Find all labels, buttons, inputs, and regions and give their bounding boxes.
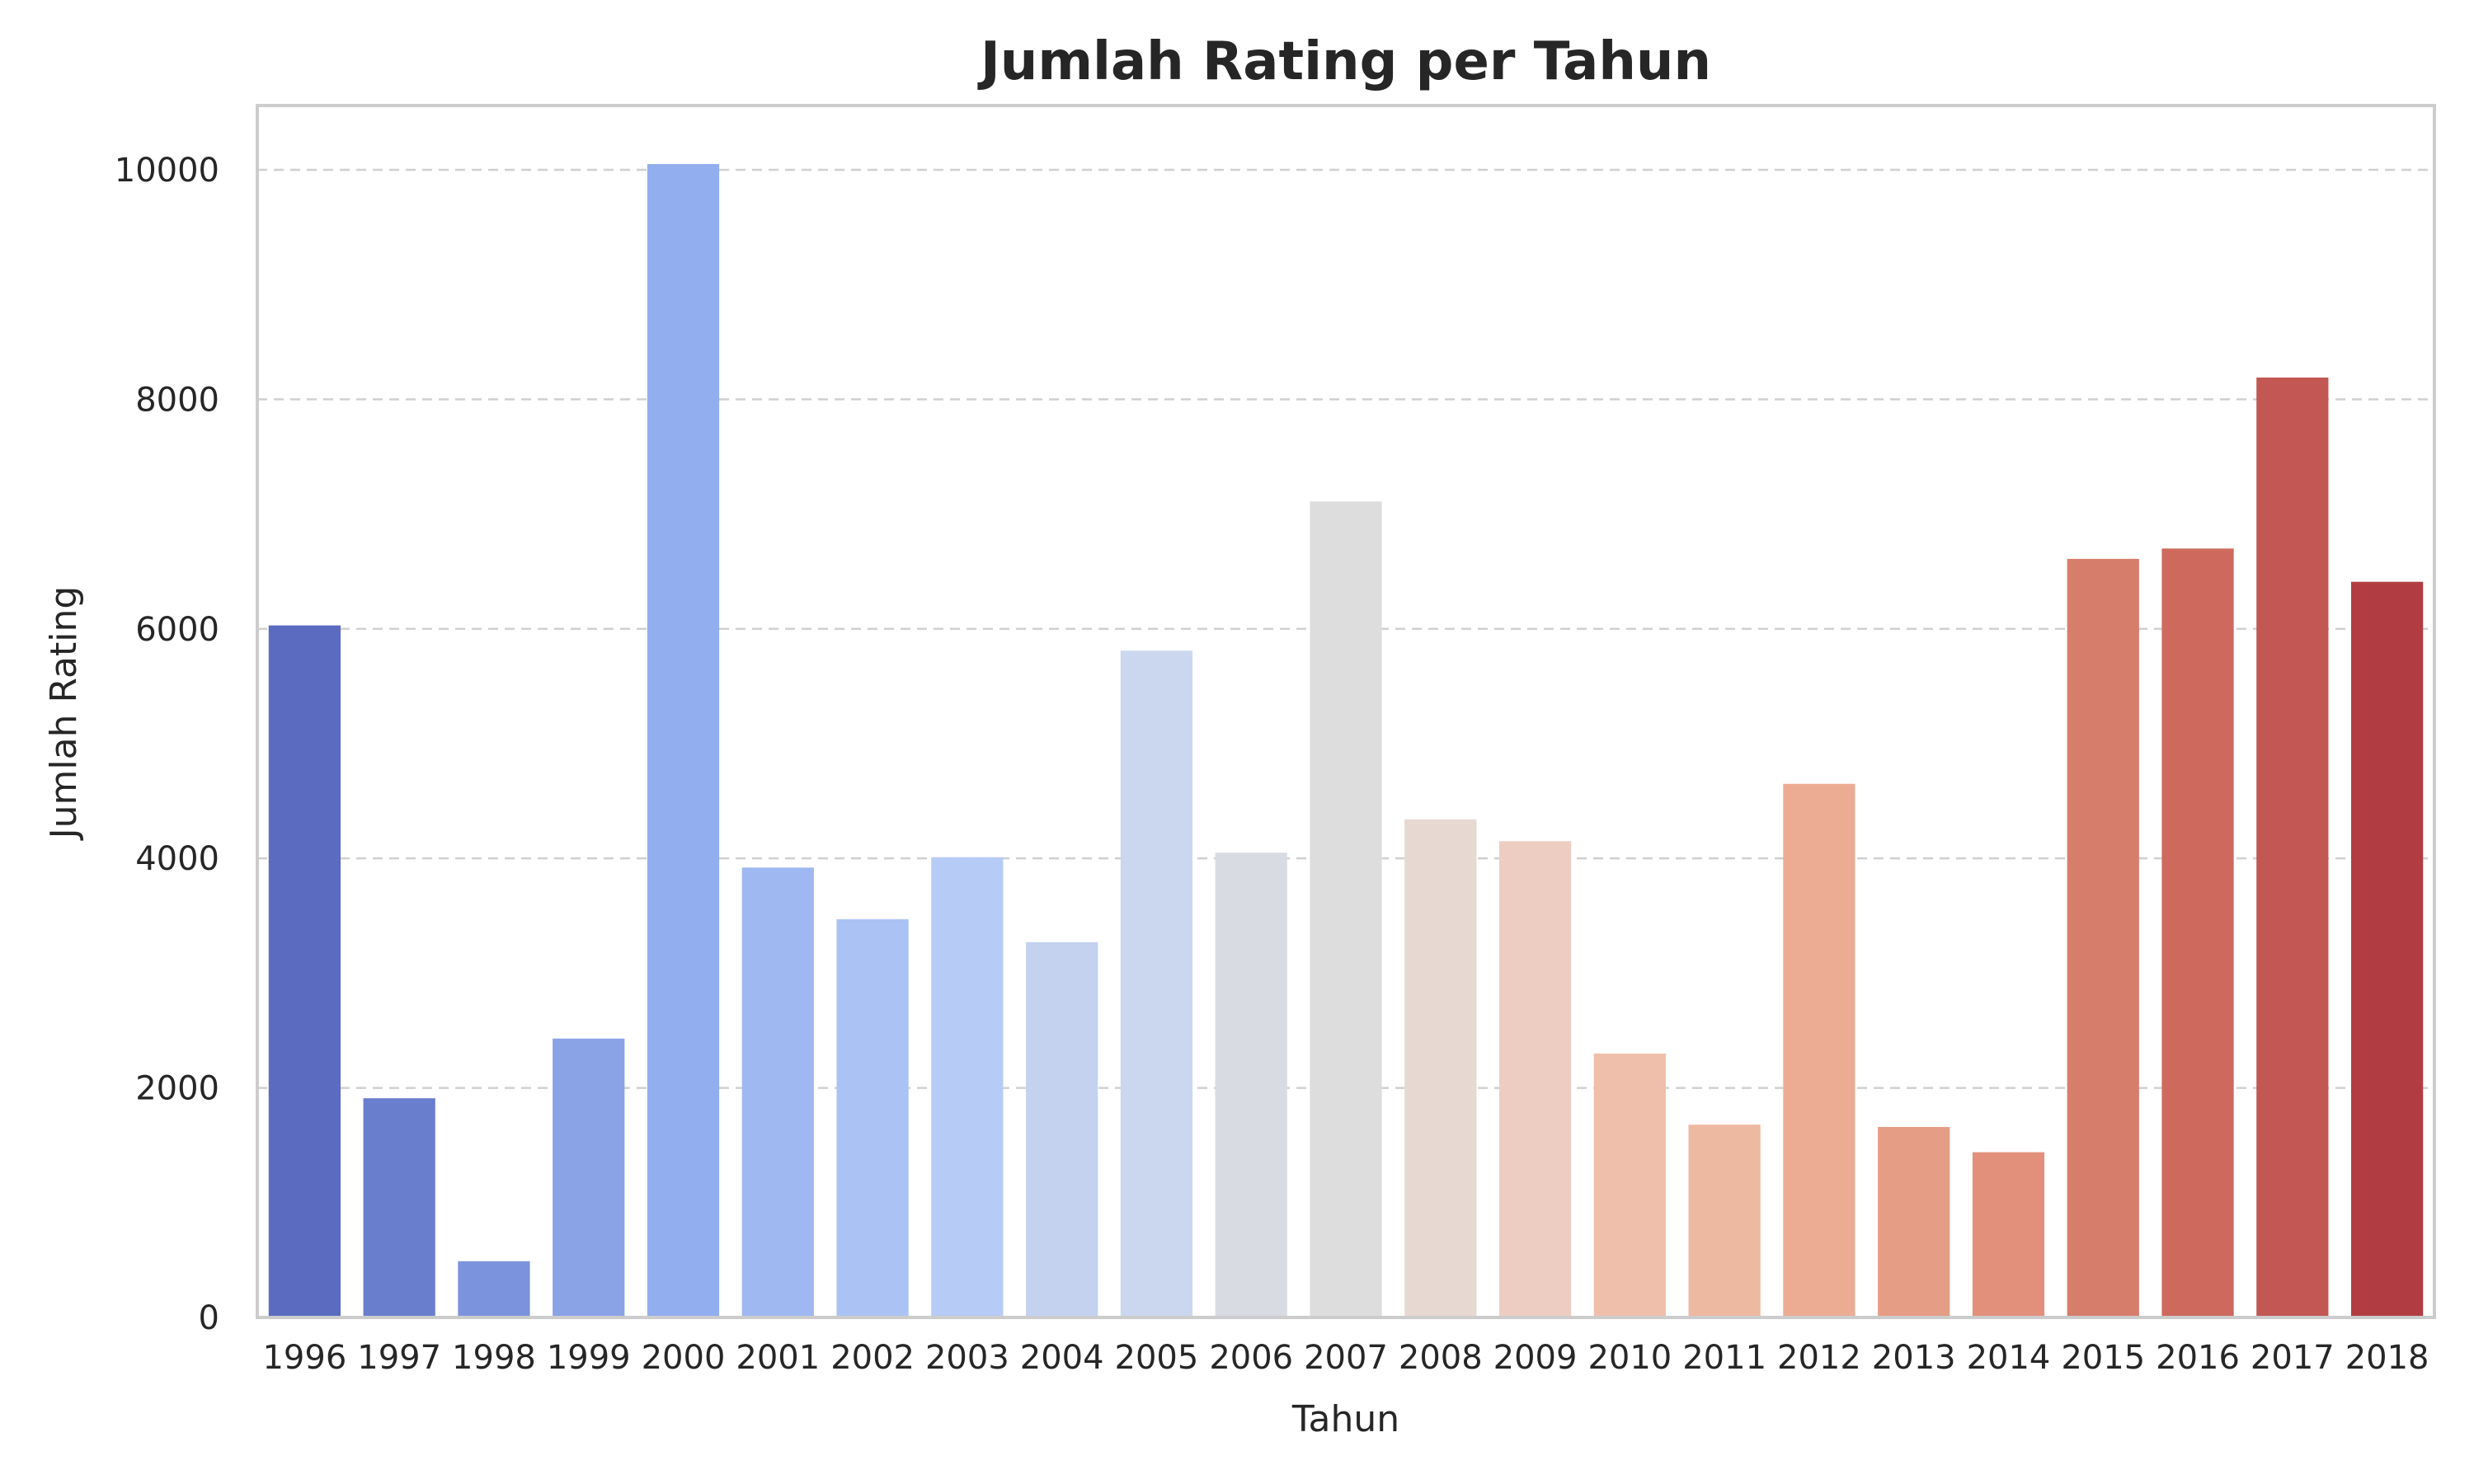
bar-2017 (2256, 377, 2329, 1317)
x-tick-label: 2010 (1587, 1339, 1672, 1377)
x-tick-label: 2015 (2061, 1339, 2145, 1377)
x-tick-label: 2001 (736, 1339, 820, 1377)
plot-frame (256, 104, 2436, 1319)
x-tick-label: 2000 (642, 1339, 726, 1377)
x-tick-label: 2017 (2251, 1339, 2335, 1377)
x-tick-label: 2003 (925, 1339, 1009, 1377)
y-tick-label: 2000 (135, 1070, 219, 1108)
x-tick-label: 2004 (1020, 1339, 1104, 1377)
chart-title: Jumlah Rating per Tahun (977, 31, 1711, 92)
x-tick-label: 2011 (1682, 1339, 1766, 1377)
bar-2005 (1120, 650, 1193, 1317)
bar-2001 (741, 867, 814, 1317)
x-tick-label: 2013 (1872, 1339, 1956, 1377)
bar-2015 (2067, 558, 2139, 1317)
x-tick-label: 2007 (1304, 1339, 1388, 1377)
y-tick-label: 8000 (135, 381, 219, 419)
bar-2016 (2161, 548, 2234, 1317)
bar-2002 (836, 918, 909, 1317)
x-tick-label: 2009 (1493, 1339, 1578, 1377)
bar-2012 (1783, 783, 1856, 1317)
x-tick-label: 2014 (1967, 1339, 2051, 1377)
x-tick-label: 2016 (2156, 1339, 2240, 1377)
bar-2006 (1215, 852, 1287, 1317)
bar-2014 (1972, 1152, 2045, 1317)
x-tick-label: 2012 (1777, 1339, 1861, 1377)
bar-1998 (458, 1261, 530, 1317)
x-tick-label: 2008 (1399, 1339, 1483, 1377)
x-tick-label: 1999 (547, 1339, 631, 1377)
x-tick-label: 2002 (830, 1339, 915, 1377)
x-tick-label: 2005 (1115, 1339, 1199, 1377)
bar-1999 (553, 1038, 625, 1317)
bar-1996 (268, 625, 341, 1317)
y-tick-label: 10000 (115, 152, 219, 190)
bar-2004 (1026, 942, 1098, 1317)
bar-2018 (2350, 581, 2424, 1317)
bar-1997 (363, 1098, 435, 1317)
bar-2008 (1404, 819, 1477, 1317)
bar-2011 (1688, 1125, 1761, 1317)
y-tick-label: 0 (199, 1299, 219, 1337)
x-tick-label: 1998 (452, 1339, 536, 1377)
y-tick-labels: 0 2000 4000 6000 8000 10000 (115, 152, 219, 1337)
y-tick-label: 6000 (135, 611, 219, 649)
x-tick-label: 2006 (1209, 1339, 1293, 1377)
x-axis-label: Tahun (1291, 1398, 1399, 1440)
bar-2013 (1878, 1126, 1950, 1317)
x-tick-labels: 1996 1997 1998 1999 2000 2001 2002 2003 2004 2005… (262, 1339, 2429, 1377)
bars-group (268, 163, 2424, 1317)
y-tick-label: 4000 (135, 840, 219, 878)
bar-2000 (647, 163, 720, 1317)
bar-2009 (1498, 841, 1572, 1317)
x-tick-label: 1997 (357, 1339, 441, 1377)
x-tick-label: 2018 (2345, 1339, 2429, 1377)
bar-2010 (1593, 1053, 1666, 1317)
y-axis-label: Jumlah Rating (43, 586, 85, 842)
bar-2003 (931, 857, 1004, 1317)
x-tick-label: 1996 (262, 1339, 346, 1377)
bar-2007 (1310, 501, 1382, 1317)
